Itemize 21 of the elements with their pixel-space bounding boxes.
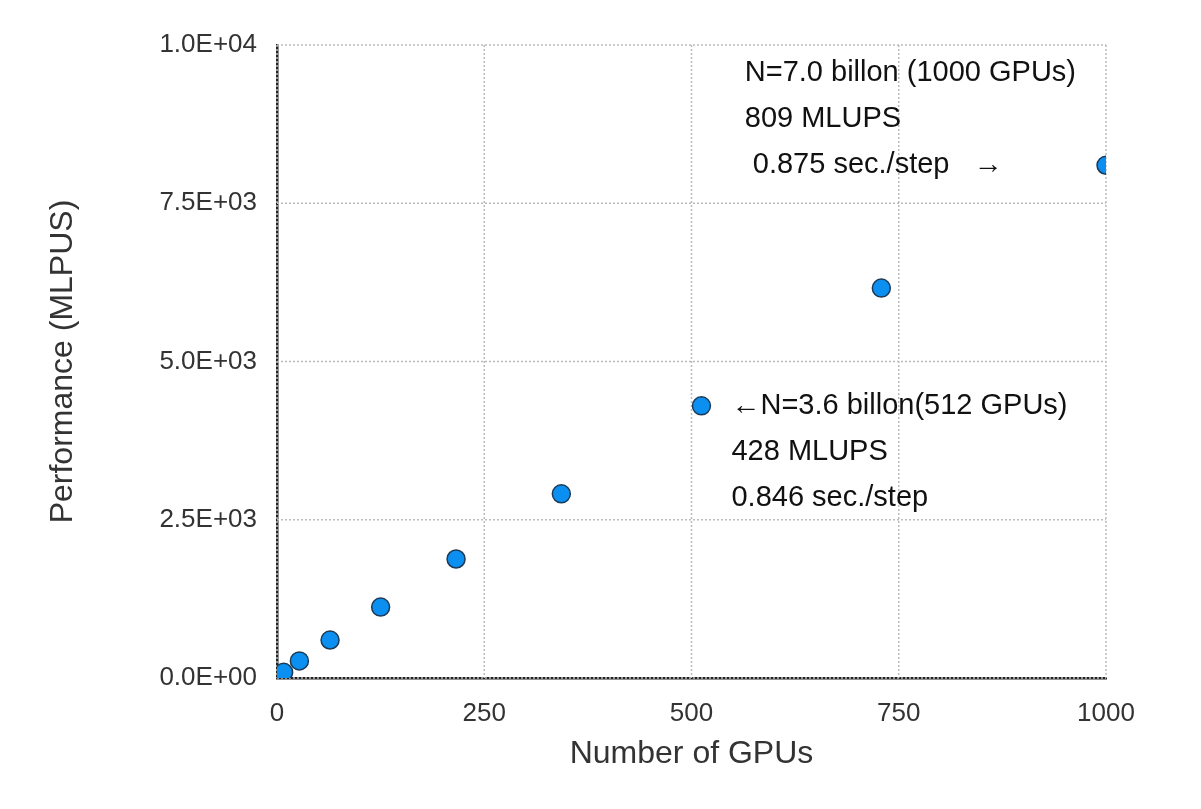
annotation: ←N=3.6 billon(512 GPUs) 428 MLUPS 0.846 sec./step [731,387,1068,512]
point [370,597,391,617]
point [551,484,572,504]
point [289,651,310,671]
y-tick-label: 5.0E+03 [159,344,257,375]
point [691,396,712,416]
x-tick-label: 1000 [1077,696,1135,727]
x-tick-label: 750 [877,696,921,727]
y-tick-label: 1.0E+04 [159,28,257,59]
y-tick-label: 2.5E+03 [159,502,257,533]
x-tick-label: 0 [269,696,285,727]
x-tick-label: 500 [669,696,714,727]
x-tick-label: 250 [462,696,506,727]
y-axis-title: Performance (MLPUS) [43,199,80,524]
point [871,278,892,298]
x-axis-title: Number of GPUs [569,733,814,770]
point [446,549,466,569]
annotation: N=7.0 billon (1000 GPUs) 809 MLUPS 0.875 sec./step → [744,55,1076,180]
point [320,630,340,650]
y-tick-label: 7.5E+03 [159,186,257,217]
y-tick-label: 0.0E+00 [159,661,257,692]
